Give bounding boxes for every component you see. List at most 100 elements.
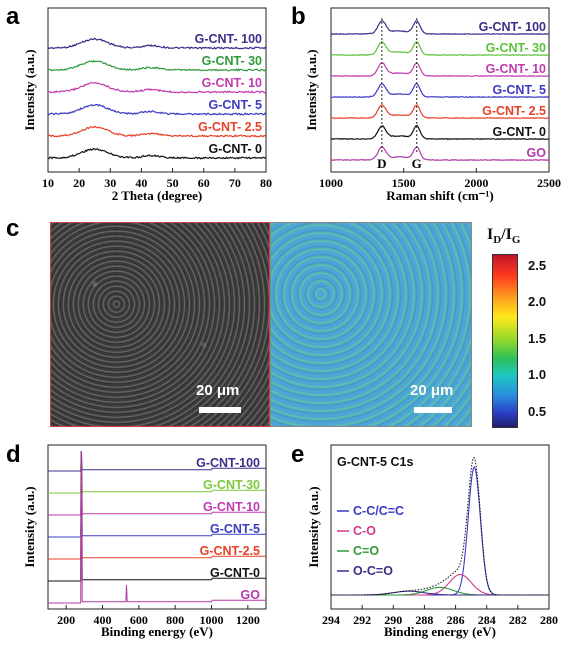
- panel-d-xps-survey: G-CNT-100 G-CNT-30 G-CNT-10 G-CNT-5 G-CNT-2.…: [22, 444, 267, 639]
- panel-label-e: e: [291, 441, 304, 468]
- series-label: G-CNT- 100: [195, 32, 262, 46]
- x-tick-label: 30: [104, 176, 116, 190]
- panel-e-c1s: C-C/C=C C-O C=O O-C=O 294 292 290 288 286 284 282…: [306, 444, 558, 639]
- series-label: G-CNT- 10: [202, 76, 262, 90]
- panel-e-x-ticks: 294 292 290 288 286 284 282 280: [322, 605, 558, 627]
- series-label: G-CNT-2.5: [200, 544, 260, 558]
- panel-e-ylabel: Intensity (a.u.): [306, 486, 321, 567]
- peak-label: D: [377, 156, 386, 171]
- x-tick-label: 292: [353, 613, 371, 627]
- panel-b-x-ticks: 1000 1500 2000 2500: [319, 168, 561, 190]
- x-tick-label: 1000: [200, 613, 224, 627]
- x-tick-label: 1500: [392, 176, 416, 190]
- legend-entry: C=O: [353, 544, 379, 558]
- x-tick-label: 200: [57, 613, 75, 627]
- x-tick-label: 1000: [319, 176, 343, 190]
- series-label: G-CNT- 100: [479, 20, 546, 34]
- panel-b-frame: [330, 7, 550, 173]
- panel-e-frame: [330, 444, 550, 610]
- x-tick-label: 400: [94, 613, 112, 627]
- xrd-curve: [47, 82, 267, 94]
- panel-b-xlabel: Raman shift (cm⁻¹): [386, 188, 494, 203]
- raman-curve: [330, 61, 550, 78]
- panel-d-curves: [48, 450, 266, 604]
- colorbar-title-g: G: [511, 234, 521, 247]
- panel-e-title: G-CNT-5 C1s: [337, 455, 413, 469]
- x-tick-label: 284: [478, 613, 496, 627]
- panel-b-curves: [330, 20, 550, 162]
- panel-a-xlabel: 2 Theta (degree): [112, 188, 203, 203]
- colorbar-title-sep: /I: [501, 226, 512, 243]
- panel-a-xrd: G-CNT- 100 G-CNT- 30 G-CNT- 10 G-CNT- 5 G-CN…: [22, 7, 272, 203]
- xps-survey-curve: [48, 450, 266, 472]
- panel-d-ylabel: Intensity (a.u.): [22, 486, 37, 567]
- x-tick-label: 80: [260, 176, 272, 190]
- legend-entry: O-C=O: [353, 564, 393, 578]
- series-label: G-CNT-5: [210, 522, 260, 536]
- series-label: G-CNT-0: [210, 566, 260, 580]
- x-tick-label: 10: [42, 176, 54, 190]
- scale-bar-left-label: 20 μm: [196, 382, 240, 399]
- x-tick-label: 2000: [464, 176, 488, 190]
- fit-envelope-curve: [331, 456, 549, 596]
- raman-curve: [331, 82, 550, 99]
- scale-bar-right-label: 20 μm: [410, 382, 454, 399]
- x-tick-label: 1200: [236, 613, 260, 627]
- x-tick-label: 600: [130, 613, 148, 627]
- raman-curve: [331, 20, 550, 36]
- xps-survey-curve: [48, 450, 266, 494]
- colorbar-tick: 1.0: [528, 367, 547, 382]
- peak-label: G: [412, 156, 422, 171]
- legend-entry: C-C/C=C: [353, 504, 404, 518]
- x-tick-label: 800: [166, 613, 184, 627]
- series-label: G-CNT-30: [203, 478, 260, 492]
- x-tick-label: 2500: [537, 176, 561, 190]
- xps-survey-curve: [48, 450, 266, 516]
- series-label: G-CNT-10: [203, 500, 260, 514]
- colorbar-title: ID/IG: [487, 226, 520, 246]
- x-tick-label: 70: [229, 176, 241, 190]
- panel-label-a: a: [6, 3, 20, 30]
- scale-bar-left: [199, 407, 241, 413]
- panel-d-frame: [47, 444, 267, 610]
- raman-curve: [330, 146, 550, 162]
- panel-e-curves: [331, 456, 549, 596]
- panel-a-ylabel: Intensity (a.u.): [22, 49, 37, 130]
- panel-a-frame: [47, 7, 267, 173]
- panel-e-legend: C-C/C=C C-O C=O O-C=O: [337, 504, 404, 578]
- series-label: G-CNT- 2.5: [198, 120, 262, 134]
- series-label: G-CNT- 30: [202, 54, 262, 68]
- legend-entry: C-O: [353, 524, 376, 538]
- series-label: G-CNT- 10: [486, 62, 546, 76]
- xps-survey-curve: [48, 450, 266, 582]
- panel-label-d: d: [6, 441, 21, 468]
- x-tick-label: 290: [384, 613, 402, 627]
- panel-label-b: b: [291, 3, 306, 30]
- panel-a-series-labels: G-CNT- 100 G-CNT- 30 G-CNT- 10 G-CNT- 5 G-CN…: [195, 32, 262, 156]
- series-label: G-CNT- 2.5: [482, 104, 546, 118]
- panel-e-xlabel: Binding energy (eV): [384, 624, 496, 639]
- raman-curve: [330, 104, 550, 120]
- series-label: G-CNT-100: [196, 456, 260, 470]
- colorbar-tick: 2.5: [528, 258, 547, 273]
- x-tick-label: 50: [167, 176, 179, 190]
- panel-b-ylabel: Intensity (a.u.): [304, 49, 319, 130]
- optical-micrograph: [50, 222, 270, 427]
- xrd-curve: [47, 147, 267, 160]
- panel-b-series-labels: G-CNT- 100 G-CNT- 30 G-CNT- 10 G-CNT- 5 G-CN…: [479, 20, 547, 160]
- series-label: G-CNT- 0: [493, 125, 547, 139]
- colorbar: [492, 254, 518, 428]
- colorbar-tick: 1.5: [528, 331, 547, 346]
- xps-survey-curve: [48, 450, 266, 560]
- xrd-curve: [47, 37, 267, 50]
- raman-curve: [330, 40, 550, 57]
- scale-bar-right: [414, 407, 452, 413]
- x-tick-label: 60: [198, 176, 210, 190]
- xrd-curve: [47, 103, 267, 116]
- series-label: GO: [241, 588, 261, 602]
- series-label: GO: [527, 146, 547, 160]
- colorbar-title-i: I: [487, 226, 494, 243]
- raman-id-ig-map: [270, 222, 472, 427]
- x-tick-label: 20: [73, 176, 85, 190]
